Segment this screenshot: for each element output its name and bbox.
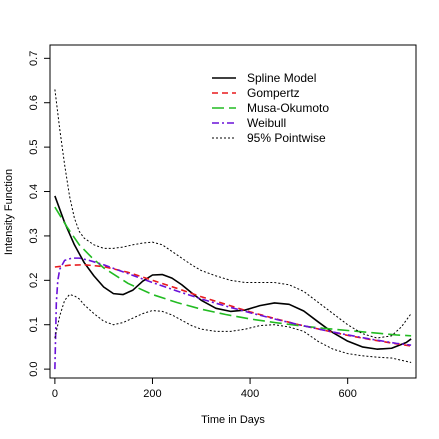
x-tick-label: 200: [143, 388, 161, 400]
y-tick-label: 0.4: [28, 184, 40, 199]
x-axis-label: Time in Days: [201, 414, 265, 426]
series-line-5: [54, 89, 412, 339]
axes: 0 200 400 600 0.0 0.1 0.2 0.3 0.4 0.5 0.6 0.7: [28, 51, 357, 400]
y-tick-label: 0.5: [28, 139, 40, 154]
x-tick-label: 0: [52, 388, 58, 400]
series-line-2: [54, 263, 412, 347]
series-line-1: [54, 195, 412, 350]
y-tick-label: 0.2: [28, 273, 40, 288]
legend: Spline ModelGompertzMusa-OkumotoWeibull9…: [212, 71, 329, 145]
legend-label: 95% Pointwise: [247, 131, 326, 145]
series-line-6: [54, 294, 412, 363]
y-tick-label: 0.1: [28, 317, 40, 332]
y-axis-label: Intensity Function: [3, 169, 15, 255]
y-tick-label: 0.3: [28, 228, 40, 243]
plot-frame: [49, 44, 417, 379]
x-tick-label: 600: [339, 388, 357, 400]
legend-label: Spline Model: [247, 71, 316, 85]
x-tick-label: 400: [241, 388, 259, 400]
y-tick-label: 0.7: [28, 51, 40, 66]
legend-label: Gompertz: [247, 86, 300, 100]
y-tick-label: 0.6: [28, 95, 40, 110]
series-line-3: [54, 206, 412, 337]
y-tick-label: 0.0: [28, 361, 40, 376]
series-layer: [54, 89, 412, 370]
series-line-4: [54, 257, 412, 370]
legend-label: Weibull: [247, 116, 286, 130]
legend-label: Musa-Okumoto: [247, 101, 329, 115]
